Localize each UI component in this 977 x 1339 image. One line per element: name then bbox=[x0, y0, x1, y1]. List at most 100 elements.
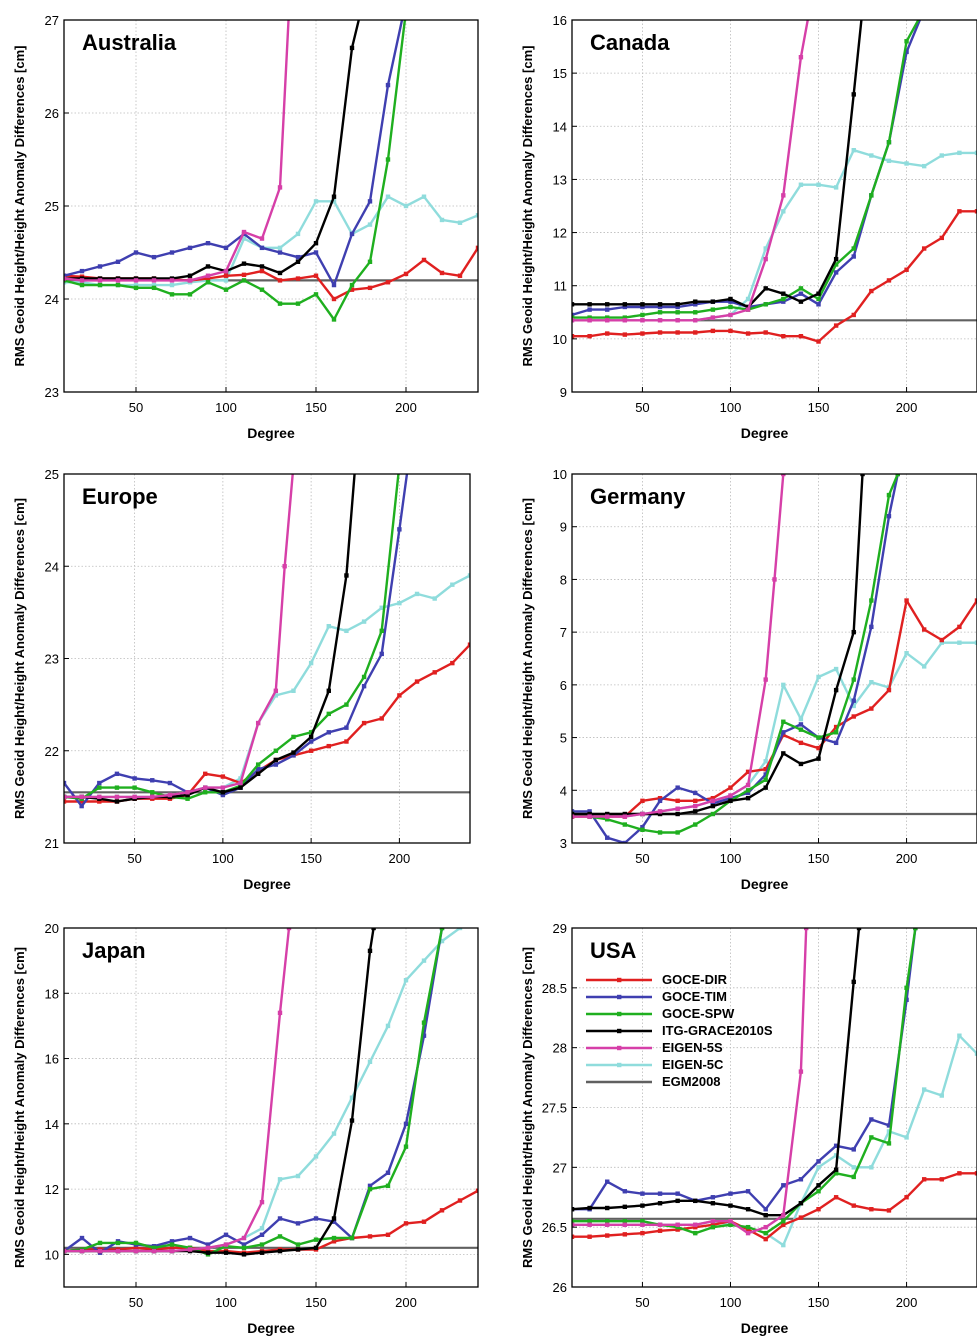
data-point bbox=[869, 1207, 874, 1212]
legend-marker bbox=[617, 994, 622, 1000]
data-point bbox=[97, 264, 103, 269]
data-point bbox=[295, 1173, 301, 1179]
data-point bbox=[344, 628, 349, 634]
data-point bbox=[326, 711, 331, 717]
x-axis-label: Degree bbox=[247, 1320, 295, 1336]
data-point bbox=[79, 282, 85, 288]
data-point bbox=[385, 1232, 391, 1237]
series-line-eigen-5s bbox=[572, 20, 809, 322]
data-point bbox=[169, 1242, 175, 1247]
data-point bbox=[223, 273, 229, 278]
data-point bbox=[64, 780, 67, 786]
data-point bbox=[572, 809, 575, 814]
data-point bbox=[693, 330, 698, 335]
x-tick-label: 200 bbox=[395, 1295, 417, 1310]
data-point bbox=[763, 302, 768, 307]
data-point bbox=[349, 1118, 355, 1123]
data-point bbox=[763, 286, 768, 291]
data-point bbox=[587, 307, 592, 312]
y-tick-label: 9 bbox=[560, 385, 567, 400]
legend-entry: EGM2008 bbox=[662, 1074, 721, 1089]
data-point bbox=[115, 259, 121, 264]
data-point bbox=[475, 1188, 478, 1193]
x-tick-label: 200 bbox=[896, 400, 918, 415]
data-point bbox=[693, 318, 698, 323]
data-point bbox=[675, 318, 680, 323]
data-point bbox=[404, 9, 408, 13]
data-point bbox=[798, 1215, 804, 1220]
y-axis-label: RMS Geoid Height/Height Anomaly Differen… bbox=[12, 46, 27, 367]
y-tick-label: 18 bbox=[45, 986, 59, 1001]
series-line-itg-grace2010s bbox=[64, 20, 360, 280]
data-point bbox=[344, 573, 349, 578]
data-point bbox=[798, 722, 804, 727]
data-point bbox=[904, 49, 909, 55]
data-point bbox=[913, 928, 918, 931]
data-point bbox=[640, 331, 645, 336]
series-line-goce-tim bbox=[64, 928, 444, 1254]
data-point bbox=[277, 301, 283, 306]
data-point bbox=[939, 1093, 944, 1098]
data-point bbox=[869, 598, 874, 603]
data-point bbox=[781, 751, 786, 756]
data-point bbox=[833, 1167, 839, 1172]
y-tick-label: 22 bbox=[45, 744, 59, 759]
data-point bbox=[238, 785, 243, 790]
data-point bbox=[255, 762, 261, 767]
data-point bbox=[657, 330, 663, 335]
panel-title: Canada bbox=[590, 30, 670, 55]
data-point bbox=[259, 1242, 265, 1247]
data-point bbox=[657, 1228, 663, 1233]
y-tick-label: 24 bbox=[45, 559, 59, 574]
series-line-goce-dir bbox=[572, 599, 977, 818]
data-point bbox=[371, 928, 376, 931]
series-line-goce-dir bbox=[64, 643, 470, 803]
data-point bbox=[693, 822, 698, 827]
data-point bbox=[745, 1207, 751, 1212]
data-point bbox=[763, 1224, 768, 1230]
data-point bbox=[939, 1177, 944, 1182]
y-tick-label: 6 bbox=[560, 678, 567, 693]
data-point bbox=[277, 250, 283, 255]
data-point bbox=[97, 1240, 103, 1246]
data-point bbox=[728, 1191, 733, 1196]
data-point bbox=[403, 978, 409, 983]
data-point bbox=[710, 803, 716, 809]
y-axis-label: RMS Geoid Height/Height Anomaly Differen… bbox=[12, 947, 27, 1268]
data-point bbox=[851, 92, 856, 97]
data-point bbox=[385, 280, 391, 285]
data-point bbox=[223, 1250, 229, 1255]
data-point bbox=[860, 7, 864, 11]
x-tick-label: 150 bbox=[808, 400, 830, 415]
data-point bbox=[640, 1191, 645, 1196]
data-point bbox=[344, 739, 349, 744]
data-point bbox=[572, 814, 575, 819]
data-point bbox=[115, 278, 121, 283]
data-point bbox=[763, 246, 768, 251]
data-point bbox=[816, 1159, 821, 1164]
data-point bbox=[860, 474, 865, 477]
data-point bbox=[151, 278, 157, 283]
y-tick-label: 26 bbox=[553, 1280, 567, 1295]
data-point bbox=[763, 777, 768, 782]
data-point bbox=[572, 1207, 575, 1212]
data-point bbox=[349, 45, 355, 51]
data-point bbox=[295, 254, 301, 260]
data-point bbox=[79, 1235, 85, 1241]
data-point bbox=[675, 1227, 680, 1232]
data-point bbox=[763, 1213, 768, 1218]
data-point bbox=[605, 835, 610, 840]
data-point bbox=[308, 739, 314, 744]
data-point bbox=[185, 792, 190, 798]
data-point bbox=[745, 1224, 751, 1230]
series-line-goce-spw bbox=[64, 928, 444, 1256]
data-point bbox=[259, 264, 265, 269]
data-point bbox=[745, 782, 751, 788]
data-point bbox=[295, 1221, 301, 1226]
data-point bbox=[587, 814, 592, 819]
data-point bbox=[273, 688, 279, 693]
data-point bbox=[308, 730, 314, 735]
data-point bbox=[587, 315, 592, 320]
data-point bbox=[657, 318, 663, 323]
data-point bbox=[132, 785, 137, 790]
